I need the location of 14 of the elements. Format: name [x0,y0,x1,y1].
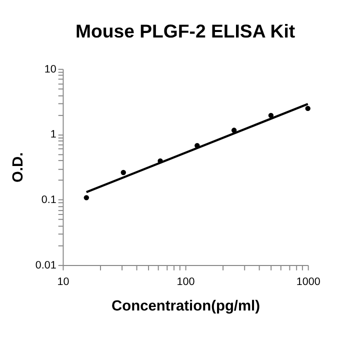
point [84,195,90,200]
y-tick-label: 10 [44,63,56,76]
x-tick-label: 100 [176,276,195,288]
y-tick-label: 0.01 [35,259,56,272]
x-tick-label: 1000 [296,276,320,288]
point [120,170,126,176]
x-axis-title: Concentration(pg/ml) [112,298,260,315]
point [268,112,274,118]
x-tick-label: 10 [57,276,70,288]
chart-title: Mouse PLGF-2 ELISA Kit [76,20,296,42]
y-tick-label: 1 [50,128,56,141]
point [305,106,310,112]
y-axis-title: O.D. [10,152,27,183]
y-tick-label: 0.1 [41,194,56,206]
